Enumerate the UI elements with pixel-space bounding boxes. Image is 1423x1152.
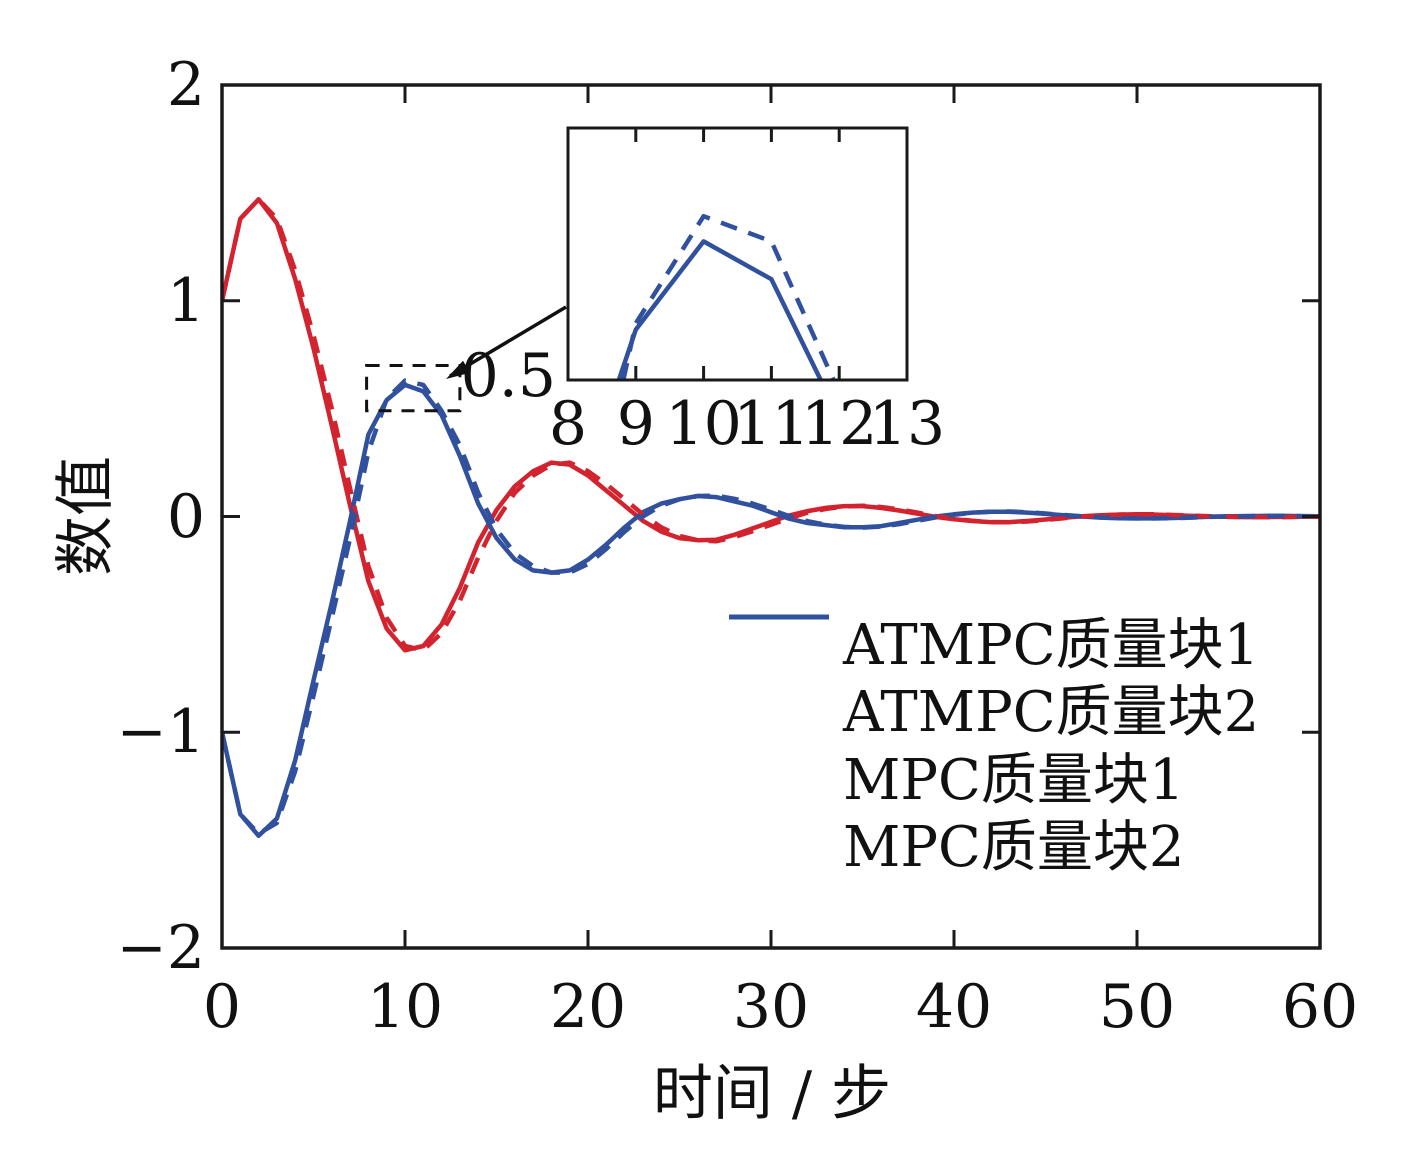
- inset-panel: [568, 128, 907, 380]
- legend-label: ATMPC质量块2: [843, 680, 1260, 746]
- x-tick-label-20: 20: [549, 972, 627, 1042]
- zoom-region-box: [365, 364, 462, 413]
- inset-x-tick-label-13: 13: [868, 389, 946, 459]
- inset-x-tick-label-12: 12: [801, 389, 878, 459]
- inset-curve-1: [621, 213, 837, 380]
- curve-dashed-red-2: [222, 197, 1320, 653]
- y-tick-label-2: 2: [166, 50, 205, 120]
- x-tick-label-50: 50: [1098, 972, 1176, 1042]
- legend-item-4: MPC质量块2: [728, 614, 1259, 883]
- legend: ATMPC质量块1 ATMPC质量块2 MPC质量块1 MPC质量块2: [728, 612, 1259, 882]
- x-tick-label-60: 60: [1281, 972, 1359, 1042]
- legend-item-3: MPC质量块1: [728, 614, 1259, 815]
- legend-label: MPC质量块2: [843, 815, 1185, 881]
- x-tick-label-40: 40: [915, 972, 993, 1042]
- legend-label: MPC质量块1: [843, 747, 1185, 813]
- y-tick-label-0: 0: [166, 481, 205, 552]
- inset-x-tick-label-10: 10: [665, 389, 742, 459]
- legend-solid-line-sample: [728, 614, 830, 718]
- curve-dashed-blue-3: [222, 378, 1320, 836]
- inset-curve-0: [616, 239, 824, 380]
- y-tick-label-−2: −2: [116, 913, 205, 983]
- inset-x-tick-label-8: 8: [548, 389, 588, 459]
- legend-label: ATMPC质量块1: [843, 612, 1260, 678]
- inset-x-tick-label-9: 9: [616, 389, 655, 459]
- x-tick-label-30: 30: [732, 972, 810, 1042]
- curve-solid-red-0: [222, 197, 1320, 653]
- x-axis-title: 时间 / 步: [652, 1059, 892, 1129]
- legend-item-1: ATMPC质量块1: [728, 612, 1259, 680]
- zoom-connector-line: [449, 305, 567, 378]
- legend-dashed-line-sample: [728, 614, 830, 853]
- legend-dashed-line-sample: [728, 614, 830, 786]
- x-tick-label-0: 0: [202, 972, 242, 1042]
- legend-solid-line-sample: [728, 614, 830, 651]
- x-tick-label-10: 10: [366, 972, 444, 1042]
- legend-item-2: ATMPC质量块2: [728, 614, 1260, 748]
- inset-x-tick-label-11: 11: [733, 389, 810, 459]
- y-tick-label-−1: −1: [116, 697, 205, 768]
- inset-ticks: [634, 128, 841, 380]
- inset-box: [566, 126, 909, 382]
- zoom-connector-arrow: [446, 360, 471, 379]
- y-tick-label-1: 1: [166, 265, 205, 336]
- axis-ticks: [222, 85, 1320, 948]
- inset-y-tick-label: 0.5: [460, 341, 556, 411]
